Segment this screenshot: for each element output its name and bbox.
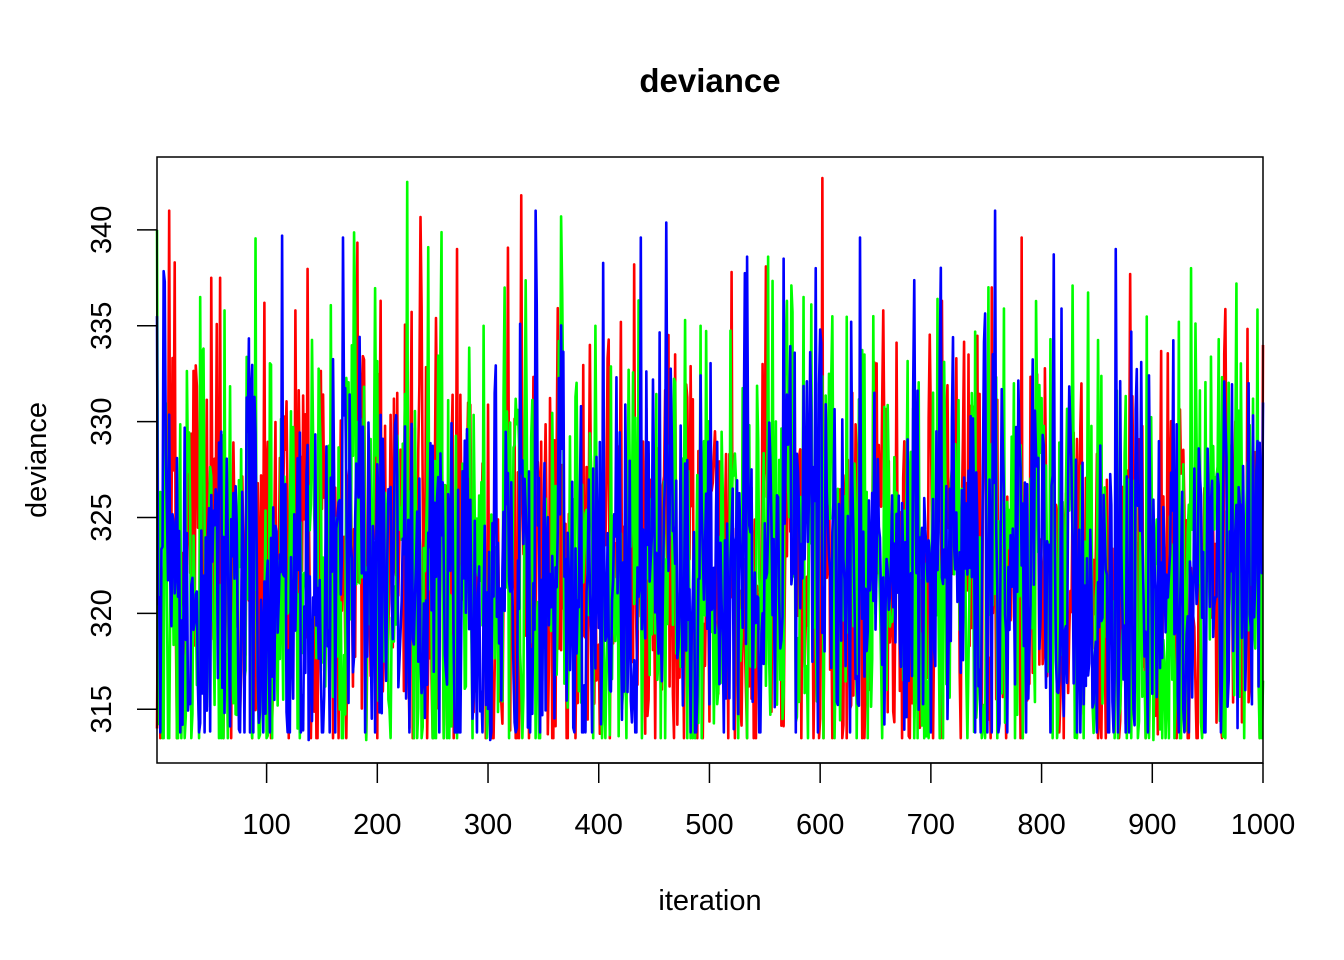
y-tick-label: 340 (86, 206, 118, 254)
x-tick-label: 700 (907, 809, 955, 841)
x-tick-label: 200 (353, 809, 401, 841)
x-axis: 100 200 300 400 500 600 700 800 900 1000 (242, 762, 1296, 841)
x-axis-label: iteration (658, 885, 761, 917)
y-tick-label: 325 (86, 493, 118, 541)
series-line-3 (155, 209, 1265, 742)
y-axis-label: deviance (21, 402, 53, 518)
y-tick-label: 330 (86, 397, 118, 445)
x-tick-label: 400 (575, 809, 623, 841)
x-tick-label: 100 (242, 809, 290, 841)
y-axis: 315 320 325 330 335 340 (86, 206, 158, 733)
x-tick-label: 600 (796, 809, 844, 841)
y-tick-label: 320 (86, 589, 118, 637)
x-tick-label: 500 (685, 809, 733, 841)
x-tick-label: 1000 (1231, 809, 1296, 841)
y-tick-label: 335 (86, 302, 118, 350)
x-tick-label: 800 (1017, 809, 1065, 841)
y-tick-label: 315 (86, 685, 118, 733)
chart-title: deviance (639, 62, 780, 99)
x-tick-label: 300 (464, 809, 512, 841)
plot-lines (155, 176, 1265, 742)
x-tick-label: 900 (1128, 809, 1176, 841)
